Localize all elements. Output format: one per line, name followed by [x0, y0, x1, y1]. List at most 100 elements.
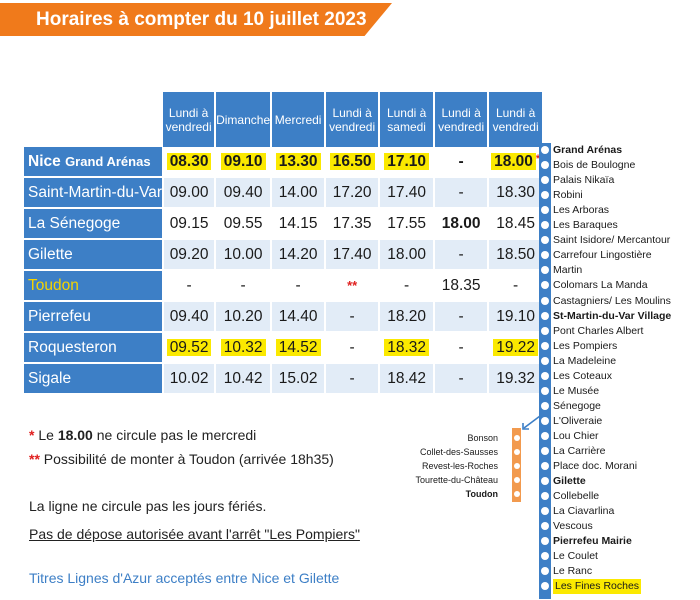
- stop-dot-icon: [541, 266, 549, 275]
- route-stop-label: La Carrière: [553, 445, 606, 457]
- time-cell: 09.15: [163, 208, 217, 240]
- time-cell: 17.20: [325, 177, 381, 209]
- time-cell: 10.02: [163, 363, 217, 395]
- time-cell: -: [325, 301, 381, 333]
- branch-stop-label: Revest-les-Roches: [421, 461, 498, 471]
- stop-dot-icon: [541, 416, 549, 425]
- branch-stop-label: Bonson: [467, 433, 498, 443]
- table-row: Sigale 10.02 10.42 15.02-18.42-19.32: [24, 363, 545, 395]
- route-stop-label: Robini: [553, 189, 583, 202]
- time-cell: 09.40: [163, 301, 217, 333]
- branch-stop-label: Tourette-du-Château: [415, 475, 498, 485]
- table-row: Pierrefeu 09.40 10.20 14.40-18.20-19.10: [24, 301, 545, 333]
- stop-name: Sigale: [24, 363, 165, 395]
- time-cell: -: [488, 270, 545, 302]
- time-cell: 09.40: [215, 177, 273, 209]
- stop-dot-icon: [541, 371, 549, 380]
- time-cell: 18.00: [379, 239, 436, 271]
- table-row: La Sénegoge 09.15 09.55 14.15 17.35 17.55 18.0…: [24, 208, 545, 240]
- time-cell: -: [434, 147, 490, 178]
- stop-name: La Sénegoge: [24, 208, 165, 240]
- stop-dot-icon: [541, 477, 549, 486]
- time-cell: -: [271, 270, 327, 302]
- route-stop-label: Les Arboras: [553, 204, 610, 217]
- route-stop-label: L'Oliveraie: [553, 414, 603, 427]
- col-header: Lundi à samedi: [379, 92, 436, 147]
- time-cell: 18.50: [488, 239, 545, 271]
- time-cell: 09.10: [215, 147, 273, 178]
- note-holidays: La ligne ne circule pas les jours fériés…: [29, 498, 267, 514]
- route-stop-label: La Madeleine: [553, 354, 617, 367]
- route-stop-label: Saint Isidore/ Mercantour: [553, 234, 671, 247]
- time-cell: 09.52: [163, 332, 217, 364]
- timetable: Lundi à vendredi Dimanche Mercredi Lundi …: [24, 92, 545, 395]
- time-cell: -: [325, 363, 381, 395]
- stop-name: Gilette: [24, 239, 165, 271]
- route-stop-label: Sénegoge: [553, 399, 601, 412]
- stop-name: Roquesteron: [24, 332, 165, 364]
- note-tickets: Titres Lignes d'Azur acceptés entre Nice…: [29, 570, 340, 586]
- branch-dot-icon: [514, 477, 520, 483]
- stop-name: Pierrefeu: [24, 301, 165, 333]
- table-row: Gilette 09.20 10.00 14.20 17.40 18.00-18.50: [24, 239, 545, 271]
- stop-dot-icon: [541, 492, 549, 501]
- stop-dot-icon: [541, 537, 549, 546]
- route-stop-label: Lou Chier: [553, 429, 599, 442]
- time-cell: 18.45: [488, 208, 545, 240]
- route-stop-label: Le Ranc: [553, 565, 593, 578]
- time-cell: 10.42: [215, 363, 273, 395]
- route-stop-label: Palais Nikaïa: [553, 174, 615, 187]
- branch-dot-icon: [514, 449, 520, 455]
- note-dropoff: Pas de dépose autorisée avant l'arrêt "L…: [29, 526, 360, 542]
- time-cell: 17.40: [379, 177, 436, 209]
- stop-dot-icon: [541, 206, 549, 215]
- branch-dot-icon: [514, 435, 520, 441]
- time-cell: 18.35: [434, 270, 490, 302]
- route-stop-label: Vescous: [553, 520, 593, 533]
- time-cell: 14.40: [271, 301, 327, 333]
- time-cell: 08.30: [163, 147, 217, 178]
- route-stop-label: Les Pompiers: [553, 339, 618, 352]
- stop-dot-icon: [541, 161, 549, 170]
- route-stop-label: Pierrefeu Mairie: [553, 535, 632, 548]
- page-title: Horaires à compter du 10 juillet 2023: [36, 9, 367, 30]
- stop-dot-icon: [541, 281, 549, 290]
- route-stop-label: Martin: [553, 264, 583, 277]
- header-banner: [0, 3, 392, 36]
- route-stop-label: Collebelle: [553, 490, 600, 503]
- table-row: Toudon - - - ** -18.35-: [24, 270, 545, 302]
- time-cell: 09.55: [215, 208, 273, 240]
- stop-dot-icon: [541, 176, 549, 185]
- time-cell: 19.32: [488, 363, 545, 395]
- time-cell: 14.00: [271, 177, 327, 209]
- branch-dot-icon: [514, 463, 520, 469]
- time-cell: 16.50: [325, 147, 381, 178]
- time-cell: 17.40: [325, 239, 381, 271]
- time-cell: 17.35: [325, 208, 381, 240]
- time-cell: 17.55: [379, 208, 436, 240]
- time-cell: 14.52: [271, 332, 327, 364]
- route-stop-label: Le Musée: [553, 384, 600, 397]
- asterisk-mark: *: [536, 153, 540, 165]
- time-cell: 18.20: [379, 301, 436, 333]
- route-stop-label: Bois de Boulogne: [553, 159, 636, 172]
- stop-dot-icon: [541, 447, 549, 455]
- header-corner: [24, 92, 163, 147]
- table-row: Saint-Martin-du-Var 09.00 09.40 14.00 17.20 1…: [24, 177, 545, 209]
- time-cell: -: [163, 270, 217, 302]
- branch-stop-label: Toudon: [465, 489, 498, 499]
- time-cell: 19.22: [488, 332, 545, 364]
- time-cell: 10.32: [215, 332, 273, 364]
- time-cell: 09.00: [163, 177, 217, 209]
- time-cell: -: [215, 270, 273, 302]
- stop-dot-icon: [541, 221, 549, 230]
- col-header: Lundi à vendredi: [163, 92, 217, 147]
- stop-dot-icon: [541, 236, 549, 245]
- route-stop-label: Les Baraques: [553, 219, 618, 232]
- route-stop-label: Castagniers/ Les Moulins: [553, 294, 671, 307]
- stop-dot-icon: [541, 567, 549, 576]
- stop-dot-icon: [541, 191, 549, 200]
- time-cell: -: [434, 332, 490, 364]
- time-cell: 13.30: [271, 147, 327, 178]
- time-cell: -: [434, 363, 490, 395]
